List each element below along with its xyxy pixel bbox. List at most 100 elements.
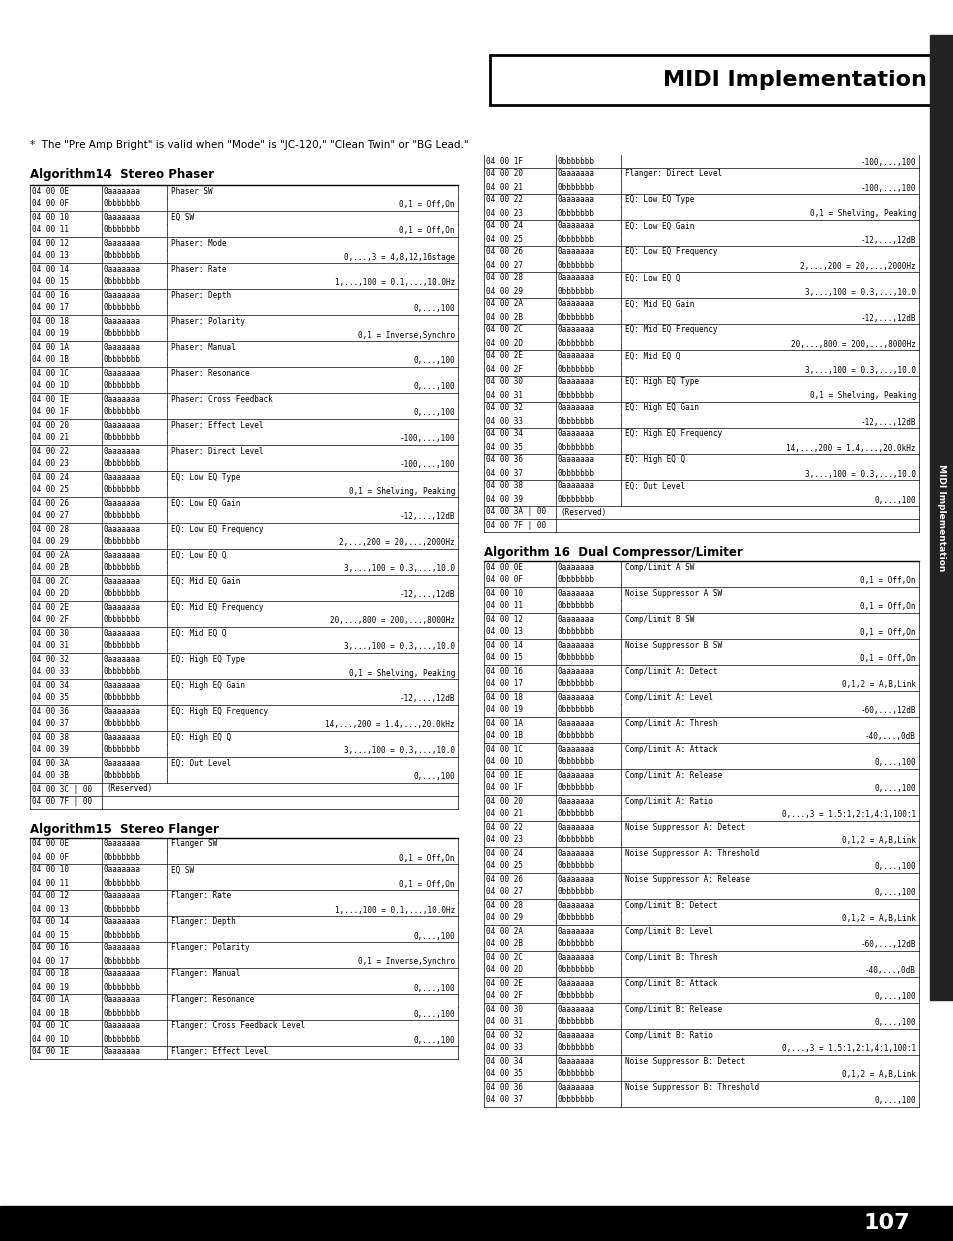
Text: 04 00 18: 04 00 18: [485, 692, 522, 701]
Text: 04 00 29: 04 00 29: [32, 537, 69, 546]
Text: 0bbbbbbb: 0bbbbbbb: [558, 443, 595, 452]
Text: 04 00 1A: 04 00 1A: [32, 995, 69, 1004]
Text: Comp/Limit A: Detect: Comp/Limit A: Detect: [624, 666, 717, 675]
Text: 0,1 = Shelving, Peaking: 0,1 = Shelving, Peaking: [809, 210, 915, 218]
Text: 0aaaaaaa: 0aaaaaaa: [558, 640, 595, 649]
Text: 04 00 32: 04 00 32: [32, 654, 69, 664]
Text: EQ: Mid EQ Frequency: EQ: Mid EQ Frequency: [624, 325, 717, 335]
Text: 04 00 13: 04 00 13: [32, 252, 69, 261]
Text: 0,1,2 = A,B,Link: 0,1,2 = A,B,Link: [841, 836, 915, 845]
Text: 04 00 23: 04 00 23: [32, 459, 69, 469]
Text: -40,...,0dB: -40,...,0dB: [864, 967, 915, 975]
Text: 0bbbbbbb: 0bbbbbbb: [104, 330, 141, 339]
Text: 0aaaaaaa: 0aaaaaaa: [558, 221, 595, 231]
Text: MIDI Implementation: MIDI Implementation: [662, 69, 926, 91]
Text: 0aaaaaaa: 0aaaaaaa: [104, 680, 141, 690]
Text: 04 00 1A: 04 00 1A: [32, 343, 69, 351]
Text: Phaser: Mode: Phaser: Mode: [171, 238, 226, 247]
Text: 04 00 21: 04 00 21: [485, 182, 522, 191]
Text: 0,1,2 = A,B,Link: 0,1,2 = A,B,Link: [841, 915, 915, 923]
Text: Flanger: Rate: Flanger: Rate: [171, 891, 231, 901]
Text: Algorithm 16  Dual Compressor/Limiter: Algorithm 16 Dual Compressor/Limiter: [483, 546, 742, 558]
Text: 04 00 29: 04 00 29: [485, 287, 522, 295]
Text: EQ: Out Level: EQ: Out Level: [171, 758, 231, 767]
Text: Phaser: Cross Feedback: Phaser: Cross Feedback: [171, 395, 273, 403]
Text: 0,1 = Off,On: 0,1 = Off,On: [399, 880, 455, 889]
Text: 04 00 18: 04 00 18: [32, 316, 69, 325]
Text: Phaser: Rate: Phaser: Rate: [171, 264, 226, 273]
Text: 0aaaaaaa: 0aaaaaaa: [104, 525, 141, 534]
Text: 04 00 20: 04 00 20: [485, 797, 522, 805]
Text: 0bbbbbbb: 0bbbbbbb: [104, 563, 141, 572]
Text: 04 00 25: 04 00 25: [485, 861, 522, 870]
Text: 0aaaaaaa: 0aaaaaaa: [104, 395, 141, 403]
Text: 0aaaaaaa: 0aaaaaaa: [558, 455, 595, 464]
Text: 0aaaaaaa: 0aaaaaaa: [558, 1030, 595, 1040]
Text: 04 00 1F: 04 00 1F: [485, 783, 522, 793]
Text: EQ: Low EQ Q: EQ: Low EQ Q: [624, 273, 679, 283]
Text: 04 00 28: 04 00 28: [485, 901, 522, 910]
Text: 0bbbbbbb: 0bbbbbbb: [104, 381, 141, 391]
Text: 04 00 35: 04 00 35: [485, 443, 522, 452]
Text: Phaser SW: Phaser SW: [171, 186, 213, 196]
Text: 0,...,100: 0,...,100: [413, 408, 455, 417]
Text: 0bbbbbbb: 0bbbbbbb: [558, 391, 595, 400]
Text: EQ: Mid EQ Frequency: EQ: Mid EQ Frequency: [171, 602, 263, 612]
Text: 0,1 = Off,On: 0,1 = Off,On: [860, 602, 915, 612]
Text: 0,...,100: 0,...,100: [874, 993, 915, 1001]
Text: 0,...,100: 0,...,100: [874, 1019, 915, 1028]
Text: Algorithm15  Stereo Flanger: Algorithm15 Stereo Flanger: [30, 823, 218, 836]
Text: 14,...,200 = 1.4,...,20.0kHz: 14,...,200 = 1.4,...,20.0kHz: [325, 721, 455, 730]
Text: -100,...,100: -100,...,100: [860, 158, 915, 166]
Text: 0bbbbbbb: 0bbbbbbb: [558, 339, 595, 347]
Text: -100,...,100: -100,...,100: [860, 184, 915, 192]
Text: 04 00 23: 04 00 23: [485, 208, 522, 217]
Text: 0bbbbbbb: 0bbbbbbb: [104, 1035, 141, 1044]
Text: 04 00 38: 04 00 38: [485, 482, 522, 490]
Text: 0,1 = Inverse,Synchro: 0,1 = Inverse,Synchro: [357, 958, 455, 967]
Text: 2,...,200 = 20,...,2000Hz: 2,...,200 = 20,...,2000Hz: [339, 539, 455, 547]
Text: 04 00 3B: 04 00 3B: [32, 772, 69, 781]
Text: 0bbbbbbb: 0bbbbbbb: [104, 407, 141, 417]
Text: 04 00 16: 04 00 16: [485, 666, 522, 675]
Text: 0,1 = Off,On: 0,1 = Off,On: [860, 577, 915, 586]
Text: 0aaaaaaa: 0aaaaaaa: [558, 588, 595, 597]
Text: 04 00 1F: 04 00 1F: [485, 156, 522, 165]
Text: 0bbbbbbb: 0bbbbbbb: [558, 628, 595, 637]
Text: 04 00 35: 04 00 35: [485, 1070, 522, 1078]
Text: 0bbbbbbb: 0bbbbbbb: [558, 602, 595, 611]
Text: Comp/Limit B: Release: Comp/Limit B: Release: [624, 1004, 721, 1014]
Text: 04 00 1B: 04 00 1B: [32, 1009, 69, 1018]
Text: 0aaaaaaa: 0aaaaaaa: [558, 875, 595, 884]
Text: 04 00 21: 04 00 21: [485, 809, 522, 819]
Text: 0,...,100: 0,...,100: [874, 758, 915, 767]
Text: 0aaaaaaa: 0aaaaaaa: [104, 891, 141, 901]
Text: 04 00 12: 04 00 12: [485, 614, 522, 623]
Text: 0bbbbbbb: 0bbbbbbb: [558, 913, 595, 922]
Text: 0aaaaaaa: 0aaaaaaa: [558, 429, 595, 438]
Text: EQ: High EQ Q: EQ: High EQ Q: [624, 455, 684, 464]
Text: 0bbbbbbb: 0bbbbbbb: [558, 494, 595, 504]
Text: 3,...,100 = 0.3,...,10.0: 3,...,100 = 0.3,...,10.0: [804, 366, 915, 375]
Text: 3,...,100 = 0.3,...,10.0: 3,...,100 = 0.3,...,10.0: [804, 469, 915, 479]
Text: 0aaaaaaa: 0aaaaaaa: [558, 771, 595, 779]
Text: 0aaaaaaa: 0aaaaaaa: [104, 654, 141, 664]
Text: 04 00 2E: 04 00 2E: [32, 602, 69, 612]
Text: Noise Suppressor B: Detect: Noise Suppressor B: Detect: [624, 1056, 744, 1066]
Text: Flanger: Polarity: Flanger: Polarity: [171, 943, 250, 953]
Text: 04 00 22: 04 00 22: [485, 823, 522, 831]
Text: Noise Suppressor B SW: Noise Suppressor B SW: [624, 640, 721, 649]
Text: Flanger: Direct Level: Flanger: Direct Level: [624, 170, 721, 179]
Text: 0aaaaaaa: 0aaaaaaa: [104, 1047, 141, 1056]
Text: 0bbbbbbb: 0bbbbbbb: [104, 459, 141, 469]
Text: 0aaaaaaa: 0aaaaaaa: [558, 325, 595, 335]
Text: Phaser: Polarity: Phaser: Polarity: [171, 316, 245, 325]
Text: 04 00 16: 04 00 16: [32, 943, 69, 953]
Text: 04 00 1B: 04 00 1B: [32, 355, 69, 365]
Text: 04 00 24: 04 00 24: [32, 473, 69, 482]
Text: 04 00 33: 04 00 33: [485, 417, 522, 426]
Text: EQ: High EQ Frequency: EQ: High EQ Frequency: [171, 706, 268, 716]
Text: 04 00 2F: 04 00 2F: [32, 616, 69, 624]
Text: 04 00 11: 04 00 11: [32, 879, 69, 887]
Text: 3,...,100 = 0.3,...,10.0: 3,...,100 = 0.3,...,10.0: [344, 643, 455, 652]
